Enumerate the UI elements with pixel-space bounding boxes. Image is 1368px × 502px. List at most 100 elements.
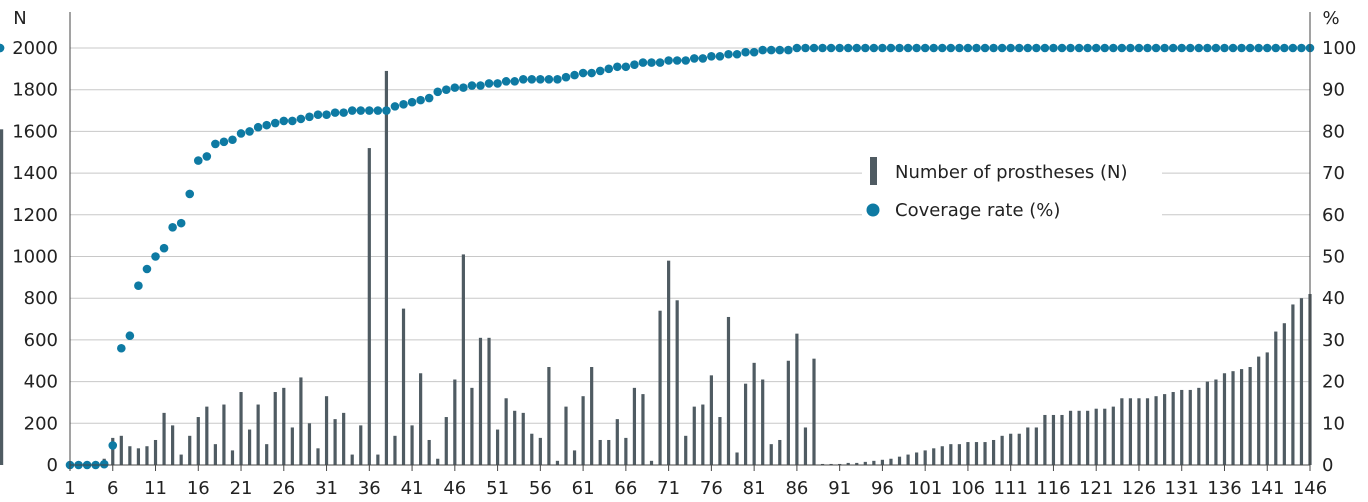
x-tick-label: 11: [144, 478, 167, 499]
bar: [667, 260, 671, 465]
coverage-point: [99, 459, 109, 469]
bar: [128, 446, 132, 465]
bar: [991, 439, 996, 465]
bar: [915, 452, 919, 465]
bar: [1239, 369, 1244, 465]
bar: [701, 404, 705, 465]
bar: [803, 427, 808, 465]
coverage-point: [903, 43, 913, 53]
bar: [316, 448, 320, 465]
coverage-point: [1091, 43, 1101, 53]
y-right-tick-label: 50: [1322, 247, 1345, 268]
bar: [136, 448, 141, 465]
y-left-tick-label: 1800: [12, 80, 58, 101]
bar: [1043, 414, 1047, 465]
bar: [641, 394, 645, 465]
bar: [1214, 379, 1218, 465]
x-tick-label: 96: [871, 478, 894, 499]
coverage-point: [861, 43, 870, 53]
bar: [1145, 398, 1150, 465]
coverage-point: [1100, 43, 1110, 53]
coverage-point: [955, 43, 964, 53]
bar: [598, 439, 602, 465]
coverage-point: [202, 152, 212, 161]
bar: [162, 412, 166, 465]
coverage-point: [784, 45, 793, 55]
coverage-point: [518, 74, 528, 84]
coverage-point: [749, 47, 759, 57]
x-tick-label: 41: [401, 478, 424, 499]
coverage-point: [236, 129, 246, 138]
bar: [624, 437, 628, 465]
bar: [820, 463, 825, 465]
bar: [709, 375, 713, 465]
bar: [273, 392, 277, 465]
legend-bar-label: Number of prostheses (N): [895, 162, 1128, 183]
bar: [632, 387, 637, 465]
coverage-point: [886, 43, 896, 53]
bar: [213, 444, 217, 465]
bar: [504, 398, 508, 465]
bar: [743, 383, 748, 465]
bar: [222, 404, 226, 465]
bar: [153, 439, 158, 465]
coverage-point: [895, 43, 904, 53]
bar: [376, 454, 380, 465]
bar: [410, 425, 414, 465]
x-tick-label: 86: [785, 478, 808, 499]
bar: [359, 425, 363, 465]
bar: [1299, 298, 1304, 465]
bar: [419, 373, 423, 465]
coverage-point: [1006, 43, 1015, 53]
coverage-point: [228, 135, 237, 145]
coverage-point: [613, 62, 622, 72]
x-tick-label: 1: [64, 478, 75, 499]
y-left-tick-label: 400: [24, 372, 58, 393]
coverage-point: [1032, 43, 1041, 53]
bar: [205, 406, 209, 465]
bar: [555, 460, 560, 465]
x-tick-label: 106: [951, 478, 985, 499]
coverage-point: [0, 43, 5, 53]
bar: [581, 396, 585, 465]
bar: [1171, 392, 1175, 465]
bar: [863, 461, 867, 465]
y-left-tick-label: 1000: [12, 247, 58, 268]
coverage-point: [1143, 43, 1152, 53]
bar: [393, 435, 397, 465]
bar: [282, 387, 286, 465]
coverage-point: [450, 83, 460, 92]
coverage-point: [245, 127, 254, 136]
coverage-point: [647, 58, 656, 67]
y-left-tick-label: 200: [24, 413, 58, 434]
coverage-point: [467, 81, 477, 90]
coverage-point: [168, 223, 177, 232]
bar: [350, 454, 354, 465]
x-tick-label: 76: [700, 478, 723, 499]
bar: [615, 419, 619, 465]
coverage-point: [732, 49, 742, 59]
coverage-point: [1245, 43, 1255, 53]
coverage-point: [1271, 43, 1281, 53]
coverage-point: [433, 87, 443, 97]
bar: [1274, 331, 1278, 465]
y-left-tick-label: 0: [47, 455, 58, 476]
x-tick-label: 46: [443, 478, 466, 499]
x-tick-label: 81: [743, 478, 766, 499]
coverage-point: [741, 47, 750, 57]
coverage-point: [1280, 43, 1289, 53]
bar: [461, 254, 465, 465]
bar: [718, 417, 722, 465]
coverage-point: [843, 43, 853, 53]
bar: [983, 442, 987, 465]
bar: [564, 406, 568, 465]
coverage-point: [459, 83, 468, 92]
x-tick-label: 91: [828, 478, 851, 499]
y-right-tick-label: 20: [1322, 372, 1345, 393]
y-right-tick-label: 100: [1322, 38, 1356, 59]
coverage-point: [322, 110, 331, 120]
coverage-point: [587, 68, 596, 78]
gridlines: [70, 47, 1310, 424]
coverage-point: [1203, 43, 1212, 53]
bar: [495, 429, 500, 465]
